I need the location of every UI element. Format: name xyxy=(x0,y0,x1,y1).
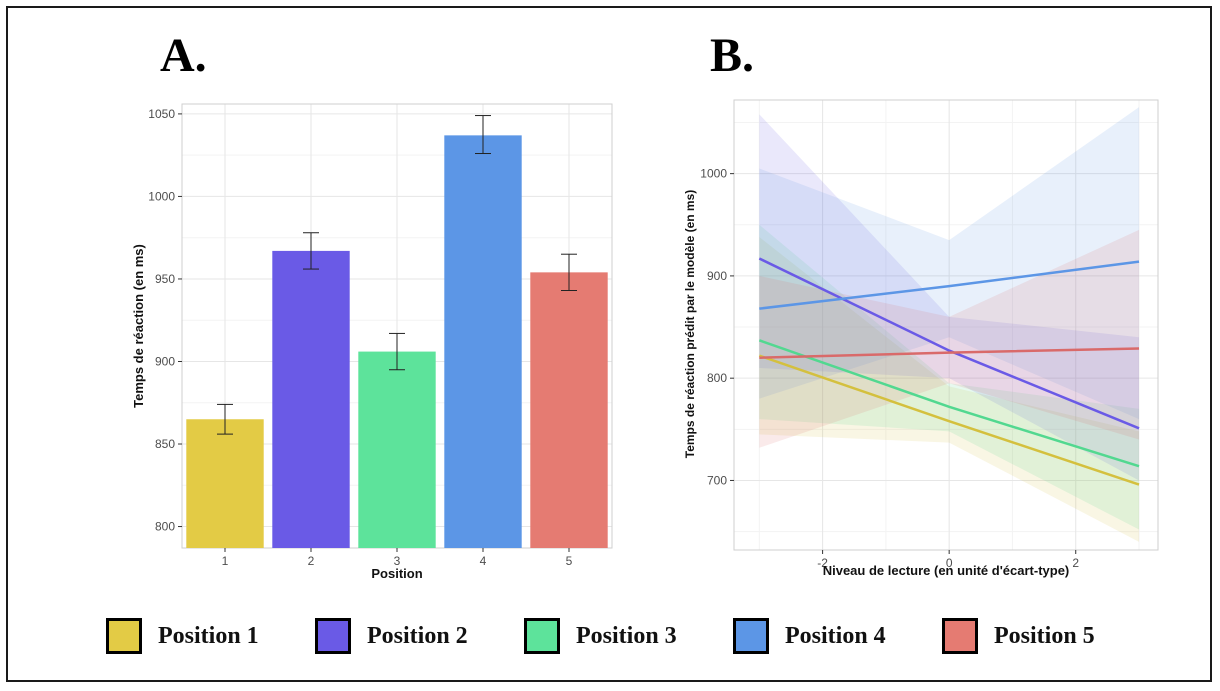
error-bar-position-5 xyxy=(561,253,577,292)
line-position-3 xyxy=(758,339,1140,468)
y-tick-label: 1000 xyxy=(700,167,727,181)
y-tick-label: 800 xyxy=(707,371,727,385)
x-tick-label: 2 xyxy=(1072,556,1079,570)
y-tick-label: 1050 xyxy=(148,107,175,121)
error-bar-position-4 xyxy=(475,115,491,155)
x-tick-label: 2 xyxy=(308,554,315,568)
line-position-5 xyxy=(759,347,1140,359)
confidence-band-position-4 xyxy=(759,107,1140,420)
legend-item-position-2: Position 2 xyxy=(315,616,468,656)
legend-label: Position 5 xyxy=(994,622,1095,649)
confidence-band-position-5 xyxy=(759,229,1140,448)
legend-swatch xyxy=(106,618,142,654)
line-position-4 xyxy=(759,260,1140,310)
y-tick-label: 950 xyxy=(155,272,175,286)
bar-position-5 xyxy=(530,272,608,548)
x-tick-label: 5 xyxy=(566,554,573,568)
legend-item-position-5: Position 5 xyxy=(942,616,1095,656)
legend-swatch xyxy=(315,618,351,654)
bar-position-2 xyxy=(272,250,350,548)
y-tick-label: 1000 xyxy=(148,189,175,203)
legend-item-position-1: Position 1 xyxy=(106,616,259,656)
x-tick-label: -2 xyxy=(817,556,828,570)
legend-item-position-4: Position 4 xyxy=(733,616,886,656)
legend-label: Position 1 xyxy=(158,622,259,649)
legend-label: Position 4 xyxy=(785,622,886,649)
bar-position-1 xyxy=(186,419,264,548)
bar-position-4 xyxy=(444,135,522,548)
bar-position-3 xyxy=(358,351,436,548)
x-tick-label: 3 xyxy=(394,554,401,568)
line-chart-panel-border xyxy=(733,99,1159,551)
x-tick-label: 1 xyxy=(222,554,229,568)
y-tick-label: 850 xyxy=(155,437,175,451)
legend-label: Position 3 xyxy=(576,622,677,649)
line-chart: 700 800 900 1000 -2 0 2 Niveau de lecture (en… xyxy=(683,99,1159,578)
legend-swatch xyxy=(942,618,978,654)
legend-item-position-3: Position 3 xyxy=(524,616,677,656)
confidence-band-position-1 xyxy=(759,237,1140,542)
error-bar-position-2 xyxy=(303,232,319,270)
line-position-2 xyxy=(758,257,1140,430)
error-bar-position-3 xyxy=(389,332,405,371)
bar-chart-y-axis-label: Temps de réaction (en ms) xyxy=(131,244,146,408)
y-tick-label: 900 xyxy=(155,354,175,368)
line-chart-x-axis-label: Niveau de lecture (en unité d'écart-type… xyxy=(823,563,1070,578)
legend-label: Position 2 xyxy=(367,622,468,649)
bar-chart-x-axis-label: Position xyxy=(371,566,422,581)
line-position-1 xyxy=(758,354,1140,486)
panel-b-label: B. xyxy=(710,29,755,82)
bar-chart: 800 850 900 950 1000 1050 1 2 3 4 5 Position Temp… xyxy=(131,103,613,581)
x-tick-label: 4 xyxy=(480,554,487,568)
y-tick-label: 700 xyxy=(707,473,727,487)
legend-swatch xyxy=(524,618,560,654)
y-tick-label: 800 xyxy=(155,520,175,534)
line-chart-y-axis-label: Temps de réaction prédit par le modèle (… xyxy=(683,190,697,459)
x-tick-label: 0 xyxy=(946,556,953,570)
y-tick-label: 900 xyxy=(707,269,727,283)
panel-a-label: A. xyxy=(160,29,207,82)
figure-frame xyxy=(6,6,1212,682)
legend-swatch xyxy=(733,618,769,654)
error-bar-position-1 xyxy=(217,403,233,435)
